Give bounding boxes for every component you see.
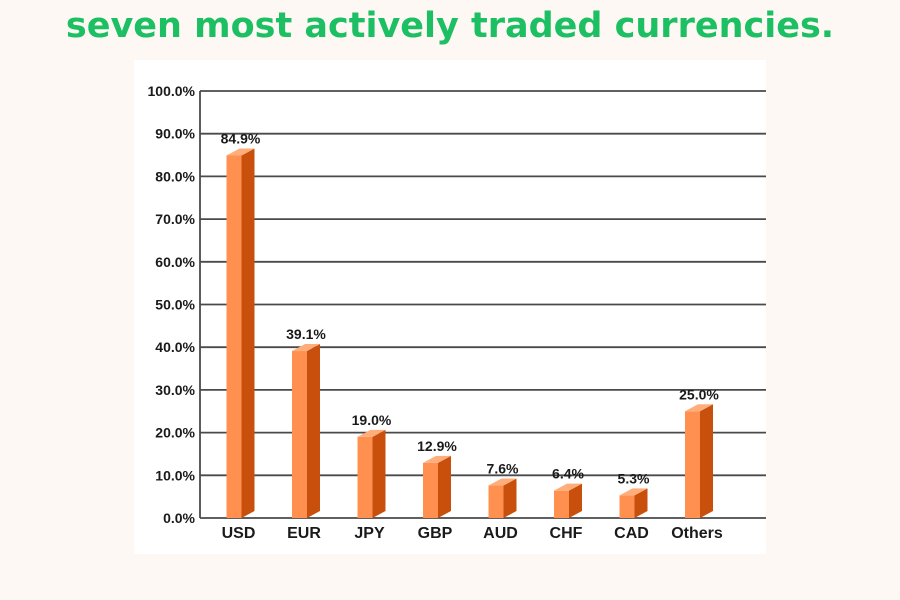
bar (226, 155, 242, 518)
value-label: 12.9% (417, 438, 457, 454)
value-label: 19.0% (352, 412, 392, 428)
value-label: 25.0% (679, 386, 719, 402)
page-title: seven most actively traded currencies. (65, 6, 835, 46)
value-label: 7.6% (487, 461, 519, 477)
value-label: 5.3% (618, 470, 650, 486)
bar-top (685, 404, 713, 412)
value-label: 84.9% (221, 130, 261, 146)
value-label: 39.1% (286, 326, 326, 342)
value-label: 6.4% (552, 466, 584, 482)
y-tick-label: 70.0% (155, 211, 195, 227)
bar (488, 485, 504, 518)
x-tick-label: Others (671, 525, 723, 542)
bar (685, 411, 700, 518)
bar-top (488, 478, 517, 486)
y-tick-label: 0.0% (163, 510, 195, 526)
x-tick-label: USD (222, 525, 256, 542)
y-tick-label: 90.0% (155, 126, 195, 142)
x-tick-label: CHF (550, 525, 583, 542)
y-tick-label: 10.0% (155, 467, 195, 483)
bar-top (554, 483, 582, 491)
bar-side (700, 404, 713, 518)
bar (554, 490, 569, 518)
bar-chart: 0.0% 10.0% 20.0% 30.0% 40.0% 50.0% 60.0% 70.0% 8… (148, 83, 766, 542)
bar (423, 462, 438, 518)
y-tick-label: 50.0% (155, 297, 195, 313)
bar-side (307, 344, 320, 518)
bar-top (423, 455, 451, 463)
bar-top (292, 344, 320, 352)
bar-side (634, 488, 648, 518)
bar-side (372, 429, 386, 518)
bar (619, 495, 635, 518)
x-tick-label: JPY (354, 525, 385, 542)
bar-side (503, 478, 517, 518)
y-tick-label: 30.0% (155, 382, 195, 398)
y-tick-label: 100.0% (148, 83, 196, 99)
chart-panel: 0.0% 10.0% 20.0% 30.0% 40.0% 50.0% 60.0% 70.0% 8… (134, 60, 766, 554)
bar-side (569, 483, 582, 518)
bar-top (357, 429, 386, 437)
x-tick-label: AUD (483, 525, 518, 542)
x-tick-label: CAD (614, 525, 649, 542)
bar-side (438, 455, 451, 518)
y-tick-label: 20.0% (155, 425, 195, 441)
x-tick-label: GBP (418, 525, 453, 542)
x-tick-label: EUR (287, 525, 321, 542)
y-tick-label: 40.0% (155, 339, 195, 355)
bar (357, 436, 373, 518)
bar-top (619, 488, 648, 496)
y-tick-label: 80.0% (155, 168, 195, 184)
bar-top (226, 148, 255, 156)
bar (292, 351, 307, 518)
bar-side (241, 148, 255, 518)
y-tick-label: 60.0% (155, 254, 195, 270)
